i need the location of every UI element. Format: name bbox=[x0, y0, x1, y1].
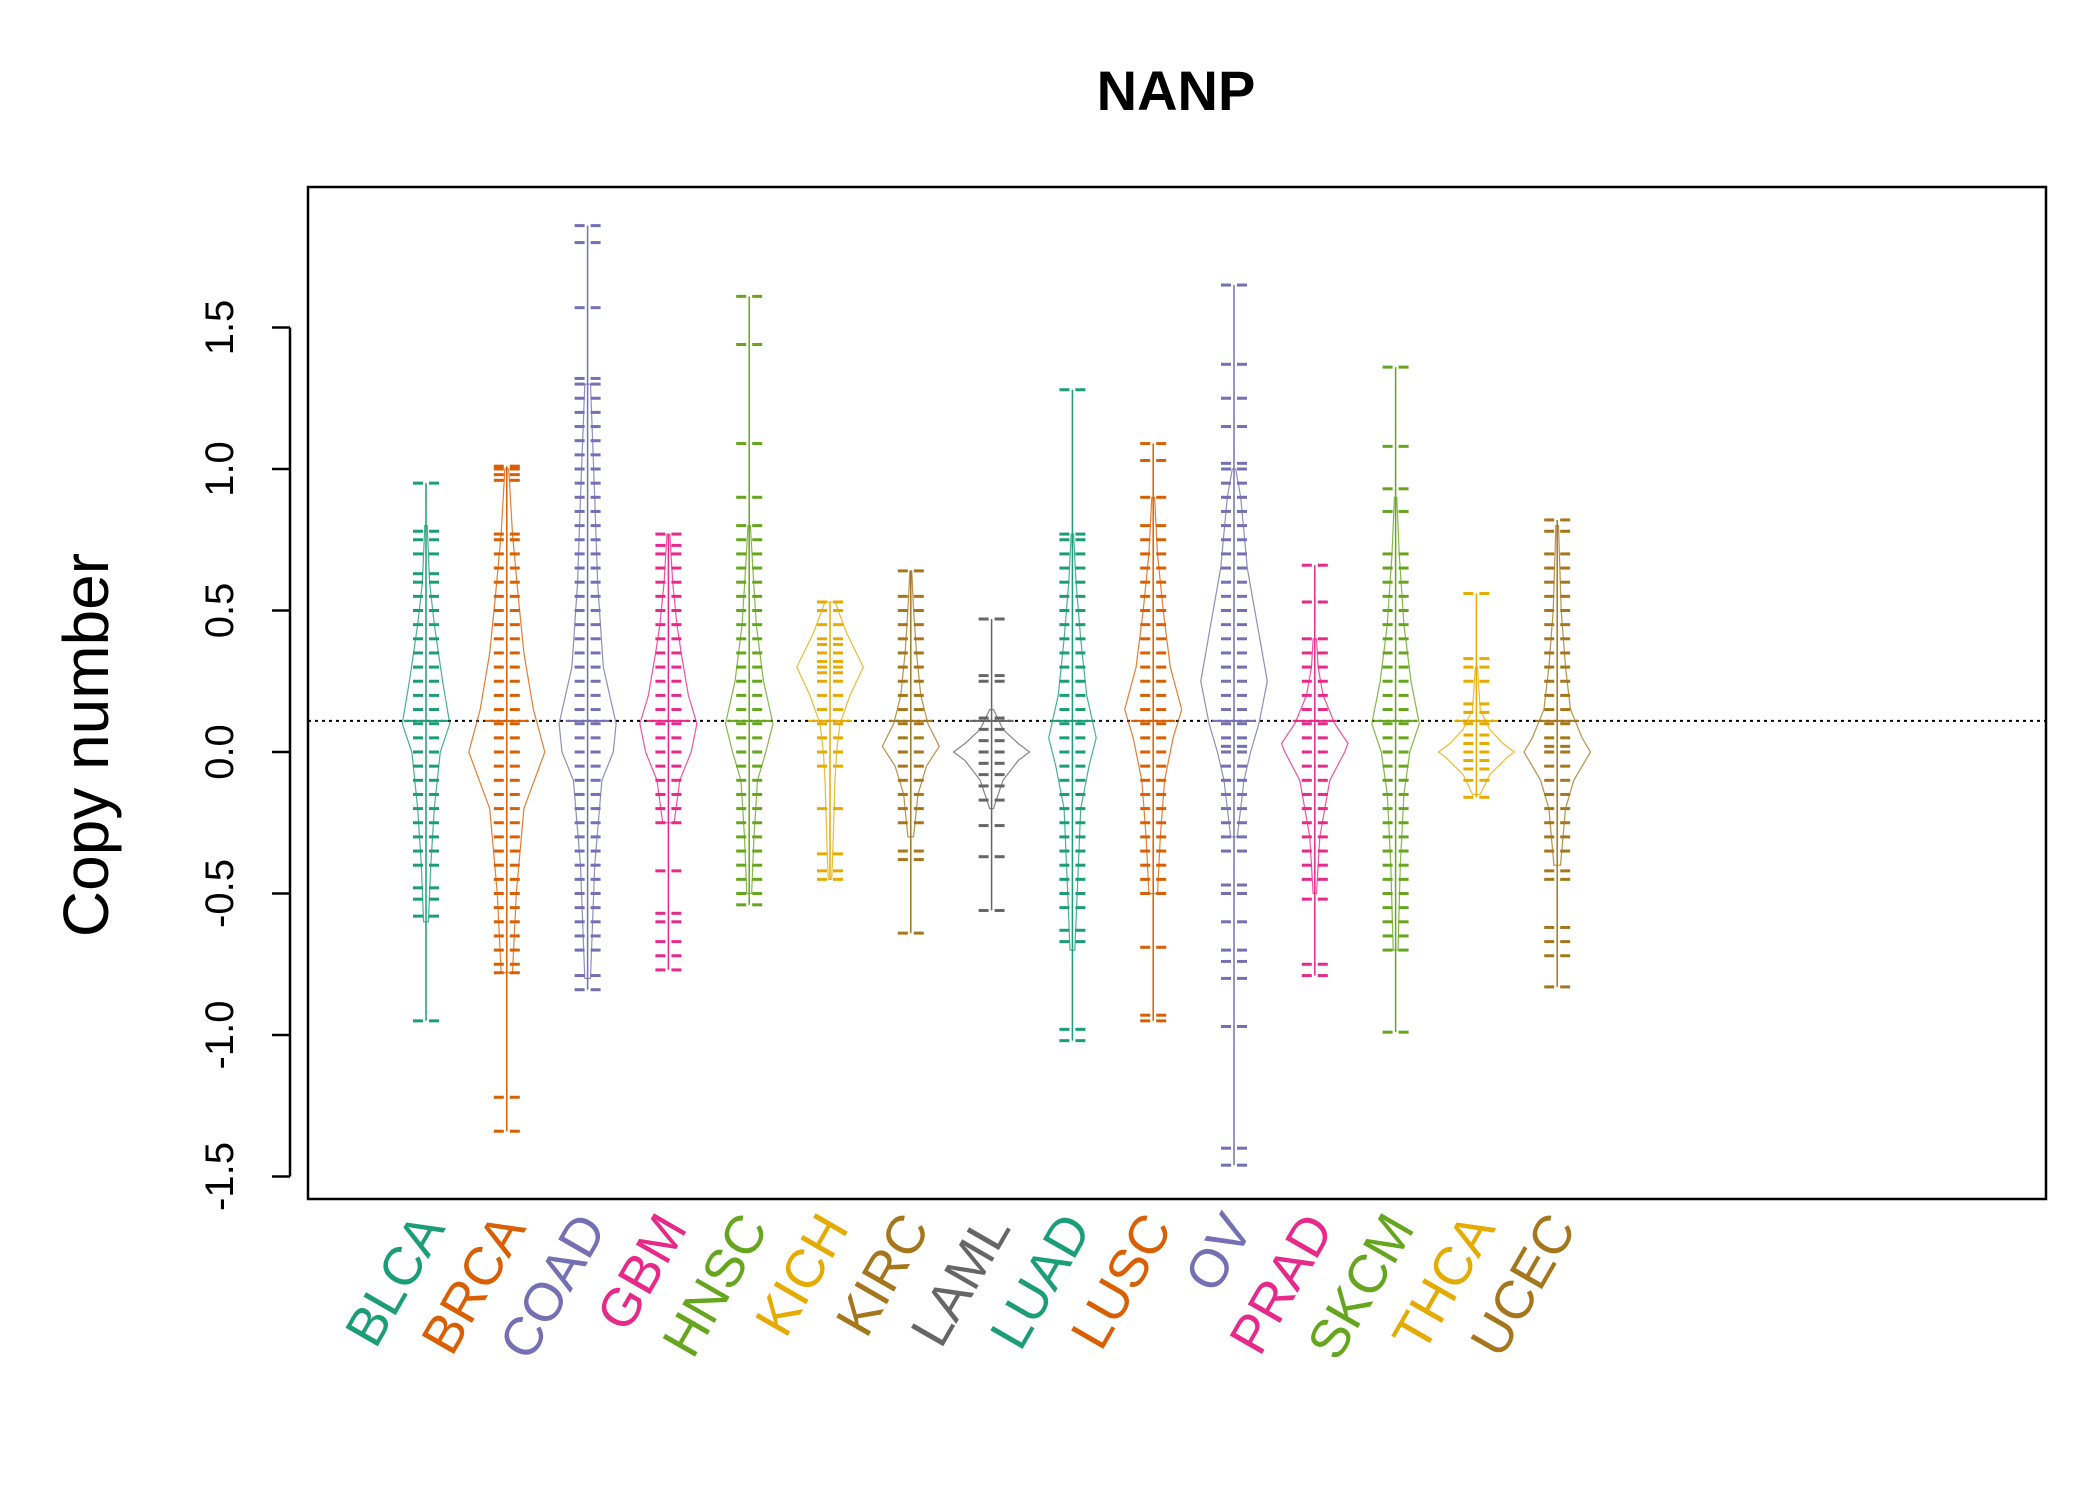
y-tick-label: 0.0 bbox=[198, 724, 242, 780]
bean-skcm bbox=[1371, 365, 1420, 1034]
bean-hnsc bbox=[724, 294, 774, 907]
bean-blca bbox=[401, 481, 451, 1023]
bean-coad bbox=[558, 224, 617, 992]
bean-density-outline bbox=[881, 570, 940, 838]
bean-lusc bbox=[1124, 442, 1183, 1023]
bean-luad bbox=[1048, 388, 1097, 1043]
bean-ov bbox=[1200, 283, 1268, 1167]
bean-thca bbox=[1437, 592, 1516, 799]
y-tick-label: 0.5 bbox=[198, 583, 242, 639]
bean-density-outline bbox=[1437, 666, 1516, 796]
bean-density-outline bbox=[1200, 468, 1268, 838]
bean-density-outline bbox=[1280, 638, 1349, 895]
plot-area bbox=[308, 224, 2046, 1167]
bean-gbm bbox=[639, 532, 698, 972]
bean-kirc bbox=[881, 569, 940, 935]
bean-laml bbox=[952, 617, 1031, 912]
y-tick-label: 1.5 bbox=[198, 300, 242, 356]
y-tick-label: -1.5 bbox=[198, 1142, 242, 1211]
bean-ucec bbox=[1523, 518, 1592, 989]
bean-density-outline bbox=[558, 383, 617, 979]
bean-density-outline bbox=[952, 708, 1031, 810]
x-axis-category-labels: BLCABRCACOADGBMHNSCKICHKIRCLAMLLUADLUSCO… bbox=[334, 1204, 1588, 1369]
plot-frame bbox=[306, 185, 2048, 1201]
y-tick-label: 1.0 bbox=[198, 441, 242, 497]
y-tick-label: -1.0 bbox=[198, 1001, 242, 1070]
chart-title: NANP bbox=[1097, 59, 1256, 122]
bean-density-outline bbox=[1523, 525, 1592, 866]
bean-kich bbox=[796, 600, 864, 881]
y-axis: -1.5 -1.0 -0.5 0.0 0.5 1.0 1.5 bbox=[198, 300, 292, 1211]
bean-brca bbox=[468, 464, 546, 1133]
bean-density-outline bbox=[468, 468, 546, 974]
bean-density-outline bbox=[639, 533, 698, 824]
y-axis-label: Copy number bbox=[50, 553, 122, 937]
bean-prad bbox=[1280, 563, 1349, 978]
y-tick-label: -0.5 bbox=[198, 859, 242, 928]
